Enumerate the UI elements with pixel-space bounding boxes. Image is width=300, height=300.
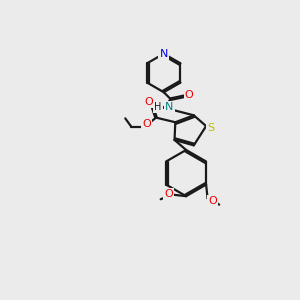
Text: O: O xyxy=(185,89,194,100)
Text: O: O xyxy=(164,189,173,199)
Text: S: S xyxy=(207,123,214,133)
Text: O: O xyxy=(208,196,217,206)
Text: O: O xyxy=(145,97,154,107)
Text: N: N xyxy=(165,102,174,112)
Text: O: O xyxy=(142,119,151,129)
Text: H: H xyxy=(154,102,161,112)
Text: N: N xyxy=(160,49,168,59)
